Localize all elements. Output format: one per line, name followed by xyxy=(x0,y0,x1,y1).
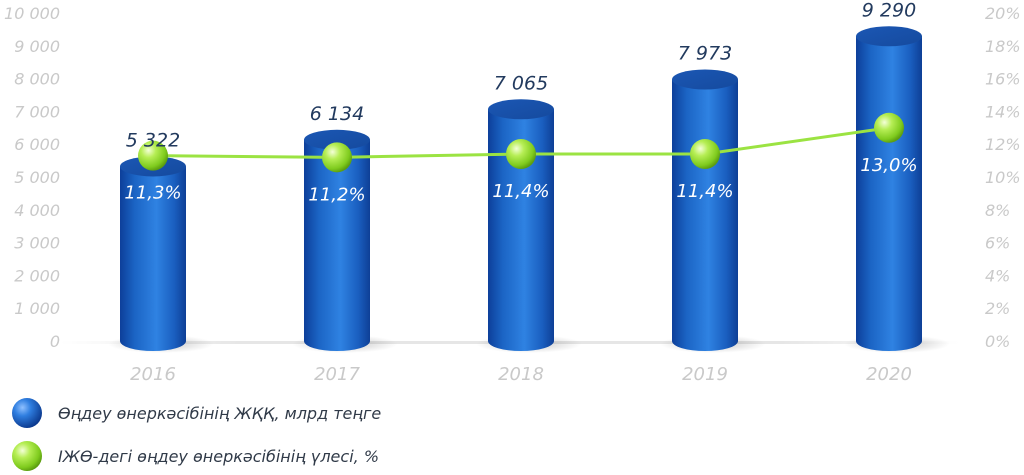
legend-item-gva: Өңдеу өнеркәсібінің ЖҚҚ, млрд теңге xyxy=(10,396,381,430)
bar-value-label: 7 973 xyxy=(678,42,732,64)
y-left-tick-label: 5 000 xyxy=(14,168,60,187)
blue-sphere-icon xyxy=(12,398,42,428)
y-right-tick-label: 12% xyxy=(985,135,1021,154)
y-left-tick-label: 4 000 xyxy=(14,201,60,220)
y-right-tick-label: 2% xyxy=(985,299,1010,318)
bar-top xyxy=(304,129,370,150)
y-right-tick-label: 0% xyxy=(985,332,1010,351)
bar-series xyxy=(120,26,922,352)
x-axis: 2016 2017 2018 2019 2020 xyxy=(130,364,912,385)
x-tick-label: 2018 xyxy=(498,364,544,385)
bar-value-label: 6 134 xyxy=(310,103,364,125)
y-left-tick-label: 0 xyxy=(50,332,60,351)
bar-value-label: 9 290 xyxy=(862,0,916,21)
bar xyxy=(120,166,186,351)
bar-value-label: 7 065 xyxy=(494,72,548,94)
y-left-tick-label: 10 000 xyxy=(4,4,60,23)
bar xyxy=(304,139,370,351)
line-value-label: 11,3% xyxy=(124,183,181,204)
line-point xyxy=(690,139,720,170)
y-left-tick-label: 7 000 xyxy=(14,102,60,121)
y-right-tick-label: 16% xyxy=(985,70,1021,89)
line-point xyxy=(322,142,352,173)
line-series xyxy=(138,112,904,173)
y-left-tick-label: 3 000 xyxy=(14,234,60,253)
bar-top xyxy=(856,26,922,47)
y-right-tick-label: 10% xyxy=(985,168,1021,187)
y-right-tick-label: 6% xyxy=(985,234,1010,253)
bar-top xyxy=(488,99,554,120)
line-value-label: 11,4% xyxy=(676,181,733,202)
y-right-tick-label: 18% xyxy=(985,37,1021,56)
y-left-tick-label: 8 000 xyxy=(14,70,60,89)
x-tick-label: 2019 xyxy=(682,364,728,385)
bar xyxy=(488,109,554,351)
y-left-tick-label: 9 000 xyxy=(14,37,60,56)
green-sphere-icon xyxy=(12,441,42,471)
x-tick-label: 2016 xyxy=(130,364,176,385)
y-right-tick-label: 4% xyxy=(985,266,1010,285)
y-right-tick-label: 20% xyxy=(985,4,1021,23)
legend-label-share: ІЖӨ-дегі өңдеу өнеркәсібінің үлесі, % xyxy=(58,446,380,466)
bar-value-label: 5 322 xyxy=(126,129,180,151)
line-value-label: 11,4% xyxy=(492,181,549,202)
line-point xyxy=(874,112,904,143)
line-point xyxy=(506,139,536,170)
x-tick-label: 2020 xyxy=(866,364,912,385)
bar xyxy=(856,36,922,352)
legend-item-share: ІЖӨ-дегі өңдеу өнеркәсібінің үлесі, % xyxy=(10,439,379,473)
line-value-label: 11,2% xyxy=(308,184,365,205)
line-point xyxy=(138,140,168,171)
legend-label-gva: Өңдеу өнеркәсібінің ЖҚҚ, млрд теңге xyxy=(58,403,382,423)
y-left-tick-label: 6 000 xyxy=(14,135,60,154)
bar-top xyxy=(672,69,738,90)
y-left-tick-label: 2 000 xyxy=(14,266,60,285)
bar xyxy=(672,79,738,352)
right-axis: 0% 2% 4% 6% 8% 10% 12% 14% 16% 18% 20% xyxy=(985,4,1021,351)
y-right-tick-label: 14% xyxy=(985,102,1021,121)
data-labels: 5 322 6 134 7 065 7 973 9 290 11,3% 11,2% 11,4%… xyxy=(124,0,917,205)
y-right-tick-label: 8% xyxy=(985,201,1010,220)
y-left-tick-label: 1 000 xyxy=(14,299,60,318)
left-axis: 0 1 000 2 000 3 000 4 000 5 000 6 000 7 000 8 00… xyxy=(4,4,60,351)
x-tick-label: 2017 xyxy=(314,364,360,385)
line-value-label: 13,0% xyxy=(860,155,917,176)
